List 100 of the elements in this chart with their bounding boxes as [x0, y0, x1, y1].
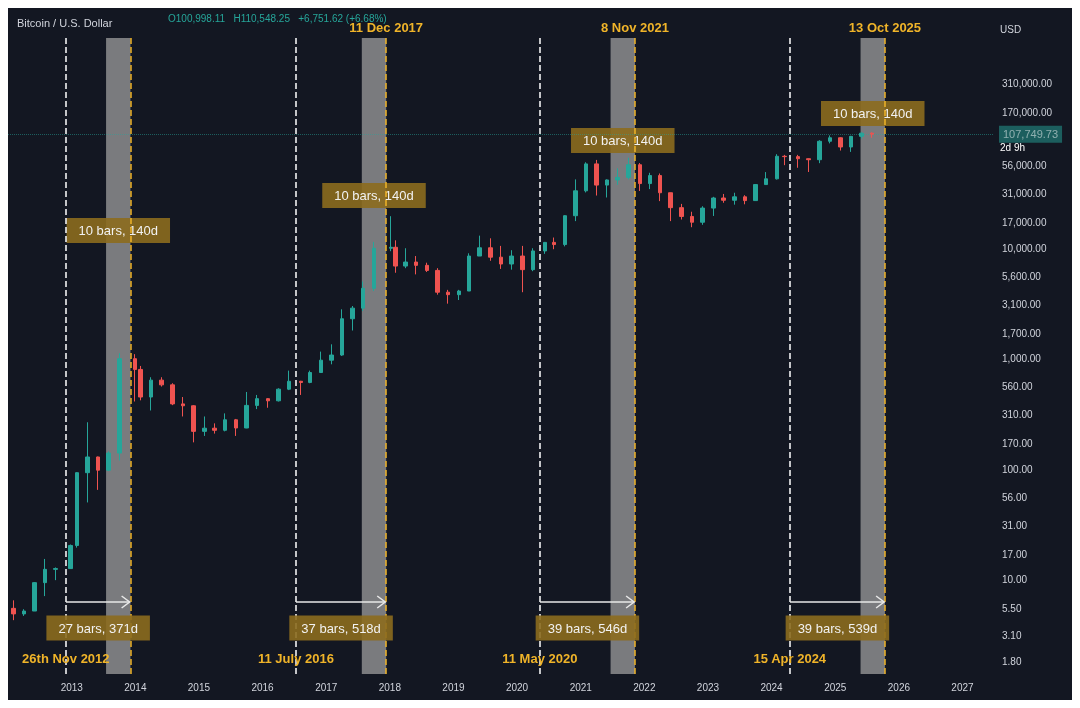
candlestick	[584, 161, 588, 193]
x-tick-label: 2021	[569, 681, 593, 693]
candlestick	[615, 167, 620, 186]
candlestick	[389, 215, 393, 252]
candlestick	[403, 247, 408, 269]
ref-line-label: 11 May 2020	[502, 651, 578, 666]
candlestick	[638, 162, 642, 192]
candlestick	[817, 139, 822, 164]
y-tick-label: 3,100.00	[1002, 298, 1042, 310]
y-tick-label: 17,000.00	[1002, 217, 1047, 229]
candlestick	[499, 245, 503, 270]
candlestick	[563, 214, 567, 247]
candlestick	[299, 380, 303, 396]
candlestick	[838, 136, 843, 152]
candlestick	[605, 178, 609, 198]
candlestick	[255, 394, 259, 410]
candlestick	[22, 608, 26, 617]
candlestick	[43, 558, 47, 597]
candlestick	[849, 135, 853, 153]
candlestick	[594, 159, 599, 197]
y-tick-label: 1,700.00	[1002, 327, 1042, 339]
candlestick	[350, 305, 355, 332]
annotation: 27 bars, 371d	[58, 620, 138, 636]
candlestick	[446, 289, 450, 305]
x-tick-label: 2014	[124, 681, 147, 693]
y-tick-label: 1.80	[1002, 656, 1022, 668]
candlestick	[509, 249, 514, 271]
candlestick	[170, 382, 175, 406]
candlestick	[32, 581, 37, 612]
band-label: 10 bars, 140d	[833, 106, 913, 121]
candlestick	[782, 154, 787, 166]
candlestick	[732, 192, 737, 206]
candlestick	[457, 289, 461, 301]
chart-title: Bitcoin / U.S. Dollar	[17, 16, 113, 29]
candlestick	[477, 235, 482, 257]
candlestick	[467, 252, 471, 292]
y-tick-label: 310.00	[1002, 409, 1034, 421]
candlestick	[648, 172, 652, 190]
candlestick	[531, 247, 535, 272]
y-tick-label: 100.00	[1002, 463, 1034, 475]
x-tick-label: 2025	[824, 681, 847, 693]
candlestick	[690, 211, 694, 228]
candlestick	[75, 471, 79, 549]
candlestick	[668, 192, 673, 222]
y-tick-label: 31.00	[1002, 519, 1028, 531]
candlestick	[329, 343, 334, 365]
candlestick	[191, 404, 196, 443]
candlestick	[700, 205, 705, 226]
candlestick	[828, 134, 832, 144]
candlestick	[679, 203, 684, 221]
candlestick	[287, 370, 291, 391]
candlestick	[425, 262, 429, 273]
candlestick	[775, 153, 779, 180]
candlestick	[234, 418, 238, 437]
y-tick-label: 3.10	[1002, 630, 1022, 642]
x-tick-label: 2013	[60, 681, 84, 693]
y-tick-label: 560.00	[1002, 381, 1034, 393]
candlestick	[266, 397, 270, 409]
x-tick-label: 2027	[951, 681, 975, 693]
band-label: 10 bars, 140d	[334, 188, 414, 203]
candlestick	[859, 131, 864, 140]
x-tick-label: 2020	[505, 681, 529, 693]
candlestick	[149, 376, 153, 411]
candlestick	[393, 239, 398, 274]
y-tick-label: 310,000.00	[1002, 77, 1053, 89]
candlestick	[117, 352, 122, 461]
y-tick-label: 56,000.00	[1002, 160, 1047, 172]
annotation: 37 bars, 518d	[301, 620, 381, 636]
candlestick	[626, 157, 631, 180]
ref-line-label: 11 July 2016	[258, 651, 334, 666]
x-tick-label: 2019	[442, 681, 465, 693]
x-tick-label: 2026	[887, 681, 911, 693]
candlestick	[106, 450, 111, 472]
band-label: 10 bars, 140d	[78, 223, 159, 238]
candlestick	[276, 387, 281, 402]
annotation: 39 bars, 546d	[547, 620, 628, 636]
candlestick	[764, 171, 768, 186]
candlestick	[743, 194, 747, 205]
x-tick-label: 2016	[251, 681, 275, 693]
candlestick	[11, 599, 16, 621]
y-tick-label: 10,000.00	[1002, 242, 1047, 254]
ref-line-label: 107,749.73	[1003, 128, 1059, 141]
y-tick-label: 31,000.00	[1002, 188, 1047, 200]
x-tick-label: 2022	[633, 681, 656, 693]
x-tick-label: 2024	[760, 681, 784, 693]
ref-line-label: 8 Nov 2021	[600, 20, 669, 35]
y-axis-title: USD	[1000, 23, 1022, 35]
candlestick	[658, 172, 662, 202]
candlestick	[806, 157, 811, 173]
candlestick	[520, 245, 525, 293]
text: 2d 9h	[1000, 141, 1026, 153]
x-tick-label: 2018	[378, 681, 402, 693]
candlestick	[202, 415, 207, 437]
candlestick	[552, 237, 556, 250]
y-tick-label: 5.50	[1002, 602, 1022, 614]
x-tick-label: 2017	[315, 681, 338, 693]
candlestick	[711, 196, 716, 217]
y-tick-label: 17.00	[1002, 548, 1028, 560]
x-tick-label: 2023	[696, 681, 720, 693]
candlestick	[85, 421, 90, 503]
